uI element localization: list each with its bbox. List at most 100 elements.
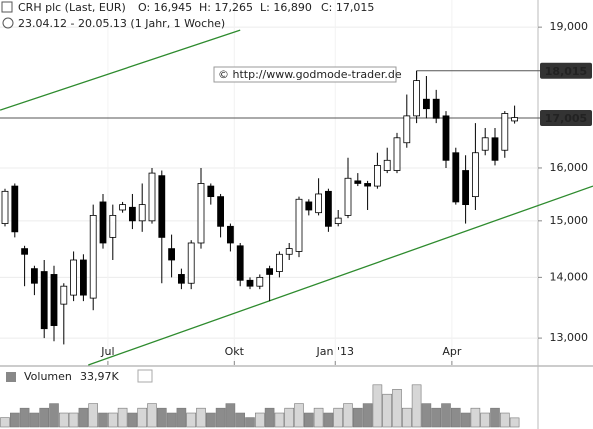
volume-bar (450, 407, 461, 428)
volume-bar (323, 412, 334, 428)
candle-body (236, 245, 244, 281)
volume-bar (215, 407, 226, 428)
candle-body (168, 248, 176, 261)
volume-bar (176, 407, 187, 428)
volume-bar (137, 407, 147, 428)
candle-body (364, 183, 372, 187)
volume-bar (499, 412, 510, 428)
candle-body (442, 115, 450, 161)
candle-body (70, 259, 77, 296)
candle-body (30, 268, 38, 284)
candle-body (138, 204, 146, 222)
price-label: 17,005 (545, 112, 587, 125)
candle-body (119, 204, 126, 211)
volume-bar (343, 403, 353, 428)
candle-body (80, 259, 87, 296)
volume-label: Volumen (24, 370, 72, 383)
volume-bar (206, 412, 216, 428)
candle-body (1, 190, 9, 224)
y-tick-label: 19,000 (550, 20, 589, 33)
volume-bar (274, 412, 285, 428)
volume-bar (19, 407, 30, 428)
candle-body (462, 170, 470, 206)
volume-bar (352, 407, 363, 428)
volume-bar (117, 407, 128, 428)
candle-body (344, 177, 352, 216)
price-label: 18,015 (545, 65, 587, 78)
chart-title: CRH plc (Last, EUR) (18, 1, 126, 14)
volume-bar (264, 407, 275, 428)
header-value: O: 16,945 (138, 1, 192, 14)
y-tick-label: 15,000 (550, 214, 589, 227)
x-tick-label: Okt (225, 345, 245, 358)
volume-bar (421, 403, 432, 428)
candle-body (50, 274, 58, 326)
volume-bar (392, 389, 402, 428)
candle-body (21, 248, 29, 255)
candle-body (295, 198, 303, 252)
candle-body (373, 164, 381, 187)
header-value: C: 17,015 (321, 1, 374, 14)
volume-bar (255, 412, 265, 428)
candle-body (207, 185, 215, 198)
candle-body (315, 193, 323, 214)
volume-bar (362, 403, 373, 428)
volume-bar (58, 412, 69, 428)
volume-bar (470, 407, 481, 428)
volume-bar (372, 384, 383, 428)
price-label-box (540, 62, 592, 79)
volume-bar (49, 403, 59, 428)
candle-body (511, 117, 519, 122)
volume-bar (333, 407, 344, 428)
trendline (88, 185, 593, 366)
candle-body (452, 152, 460, 203)
volume-bar (78, 407, 89, 428)
volume-bar (441, 403, 451, 428)
price-label-box (540, 110, 592, 127)
volume-bar (382, 393, 393, 428)
volume-bar (294, 403, 304, 428)
candle-body (305, 201, 313, 211)
header-value: L: 16,890 (260, 1, 312, 14)
candle-body (413, 80, 421, 117)
volume-bar (10, 412, 20, 428)
volume-bar (313, 407, 324, 428)
volume-bar (235, 412, 245, 428)
candle-body (266, 268, 274, 275)
volume-bar (490, 407, 500, 428)
volume-bar (68, 412, 79, 428)
volume-bar (186, 412, 196, 428)
y-tick-label: 13,000 (550, 331, 589, 344)
volume-bar (284, 407, 295, 428)
volume-value: 33,97K (80, 370, 119, 383)
candle-body (11, 185, 19, 233)
y-tick-label: 14,000 (550, 270, 589, 283)
candle-body (285, 248, 293, 255)
candle-body (471, 152, 479, 198)
candle-body (334, 217, 342, 224)
candle-body (501, 113, 509, 151)
candle-body (422, 98, 430, 110)
trendline (0, 29, 241, 111)
candle-body (109, 214, 117, 238)
volume-bar (108, 412, 118, 428)
candle-body (481, 137, 489, 151)
y-tick-label: 16,000 (550, 161, 589, 174)
volume-bar (29, 412, 40, 428)
volume-bar (411, 384, 422, 428)
grid: 13,000 14,000 15,000 16,000 19,000 Jul Okt Jan … (0, 0, 588, 365)
candle-body (197, 183, 205, 244)
candle-body (275, 253, 283, 272)
volume-bar (147, 403, 157, 428)
candle-body (226, 225, 234, 244)
candle-body (158, 175, 166, 238)
settings-icon[interactable] (137, 369, 153, 383)
candle-body (393, 137, 401, 171)
volume-bar (245, 417, 255, 428)
candle-body (148, 172, 156, 222)
candle-body (256, 276, 264, 287)
volume-bar (88, 403, 98, 428)
volume-bar (157, 407, 167, 428)
volume-bar (196, 407, 206, 428)
candle-body (491, 137, 499, 161)
